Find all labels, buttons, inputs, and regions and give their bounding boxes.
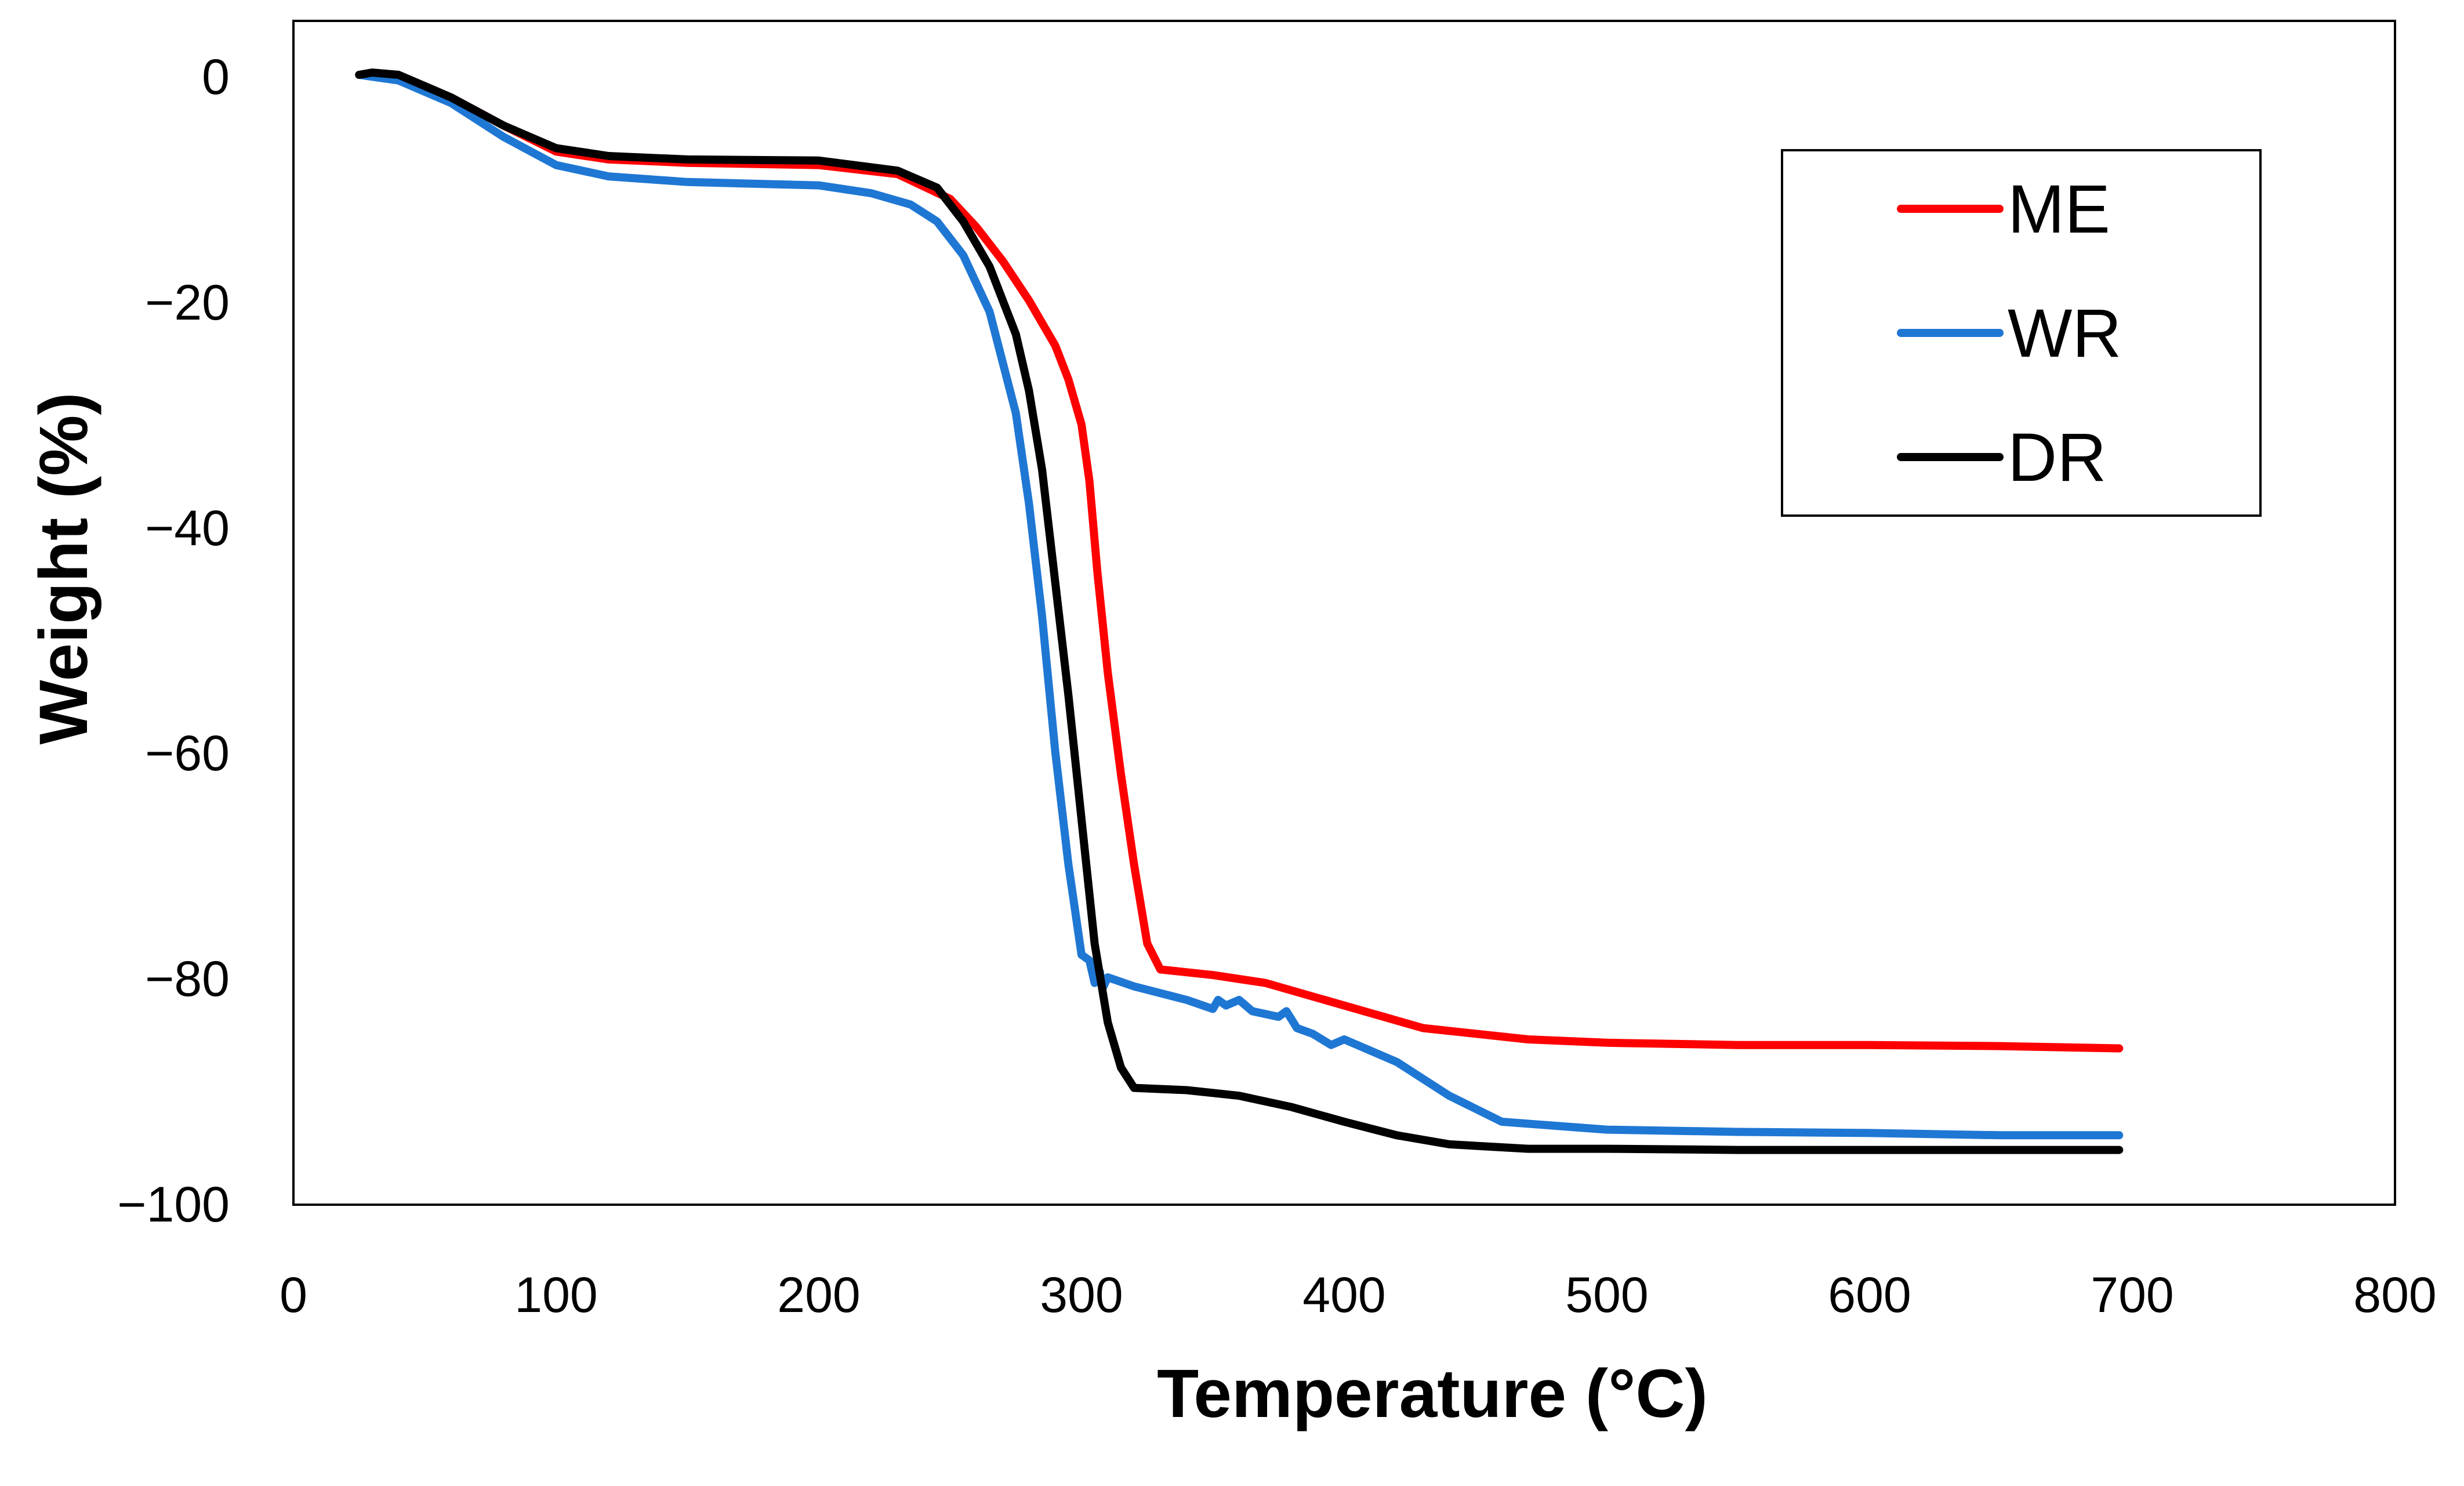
x-axis-title: Temperature (°C) (1157, 1355, 1708, 1432)
y-tick-label: −100 (117, 1177, 230, 1233)
plot-area (292, 20, 2396, 1206)
legend-label-dr: DR (2008, 419, 2106, 496)
x-tick-label: 600 (1828, 1267, 1911, 1323)
y-tick-label: −40 (145, 501, 230, 556)
x-tick-label: 200 (777, 1267, 861, 1323)
series-line-dr (355, 68, 2124, 1154)
legend-label-wr: WR (2008, 295, 2122, 372)
x-tick-label: 400 (1302, 1267, 1386, 1323)
legend-box (1781, 149, 2262, 517)
legend: ME WR DR (1781, 149, 2262, 517)
series-layer (355, 68, 2124, 1154)
y-tick-labels: 0 −20 −40 −60 −80 −100 (117, 49, 230, 1233)
y-axis-title: Weight (%) (26, 392, 102, 744)
legend-label-me: ME (2008, 171, 2110, 248)
x-tick-label: 800 (2353, 1267, 2437, 1323)
y-tick-label: −60 (145, 726, 230, 781)
y-tick-label: −80 (145, 951, 230, 1007)
x-tick-label: 0 (280, 1267, 307, 1323)
y-tick-label: −20 (145, 275, 230, 331)
y-tick-label: 0 (202, 49, 230, 105)
x-tick-label: 100 (514, 1267, 598, 1323)
x-tick-labels: 0 100 200 300 400 500 600 700 800 (280, 1267, 2437, 1323)
x-tick-label: 300 (1040, 1267, 1123, 1323)
x-tick-label: 500 (1565, 1267, 1649, 1323)
x-tick-label: 700 (2091, 1267, 2174, 1323)
